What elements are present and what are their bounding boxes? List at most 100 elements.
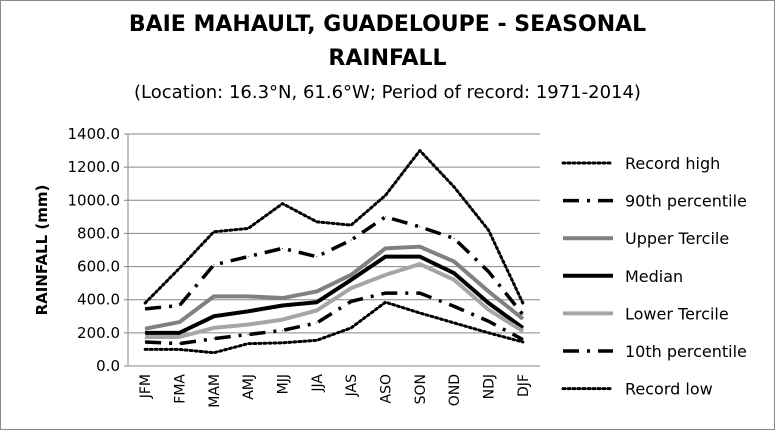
- data-point: [453, 237, 455, 239]
- x-tick-label: JJA: [310, 374, 326, 393]
- data-point: [385, 292, 386, 294]
- data-point: [144, 302, 146, 304]
- data-point: [179, 343, 180, 345]
- data-point: [419, 312, 421, 314]
- data-point: [213, 231, 215, 233]
- legend-label: Record low: [625, 380, 713, 399]
- data-point: [282, 319, 283, 321]
- chart-subtitle: (Location: 16.3°N, 61.6°W; Period of rec…: [134, 82, 641, 103]
- data-point: [247, 227, 249, 229]
- chart-title-line-2: RAINFALL: [328, 46, 447, 71]
- y-axis-label: RAINFALL (mm): [33, 185, 51, 316]
- data-point: [144, 328, 146, 330]
- data-point: [385, 256, 386, 258]
- data-point: [179, 267, 180, 269]
- y-tick-label: 1000.0: [68, 191, 121, 209]
- data-point: [282, 247, 283, 249]
- data-point: [350, 224, 352, 226]
- x-tick-label: MAM: [207, 374, 223, 408]
- x-tick-label: SON: [413, 374, 429, 404]
- data-point: [350, 327, 352, 329]
- data-point: [453, 279, 455, 281]
- data-point: [282, 342, 283, 344]
- y-tick-label: 0.0: [96, 357, 120, 375]
- series-lines: [143, 149, 525, 355]
- series-line-record-high: [143, 149, 525, 305]
- legend-label: 90th percentile: [625, 192, 747, 211]
- data-point: [179, 348, 180, 350]
- data-point: [419, 150, 421, 152]
- legend: Record high 90th percentile Upper Tercile M…: [561, 154, 747, 399]
- data-point: [179, 336, 180, 338]
- data-point: [488, 309, 489, 311]
- data-point: [419, 263, 421, 265]
- data-point: [213, 338, 215, 340]
- series-line-90th-percentile: [144, 215, 525, 316]
- data-point: [247, 324, 249, 326]
- series-line-record-low: [143, 300, 525, 355]
- legend-label: Upper Tercile: [625, 229, 729, 248]
- x-tick-label: JAS: [344, 374, 360, 397]
- data-point: [213, 315, 215, 317]
- data-point: [488, 271, 489, 273]
- data-point: [419, 256, 421, 258]
- data-point: [316, 221, 318, 223]
- data-point: [282, 329, 283, 331]
- data-point: [385, 194, 386, 196]
- data-point: [453, 322, 455, 324]
- data-point: [179, 321, 180, 323]
- data-point: [522, 318, 524, 320]
- data-point: [350, 287, 352, 289]
- data-point: [179, 332, 180, 334]
- data-point: [522, 302, 524, 304]
- data-point: [247, 343, 249, 345]
- data-point: [144, 348, 146, 350]
- data-point: [522, 341, 524, 343]
- data-point: [282, 203, 283, 205]
- legend-label: Lower Tercile: [625, 304, 729, 323]
- y-tick-label: 200.0: [77, 324, 120, 342]
- data-point: [453, 305, 455, 307]
- data-point: [453, 272, 455, 274]
- data-point: [453, 186, 455, 188]
- x-tick-label: NDJ: [482, 374, 498, 399]
- series-line-median: [145, 254, 525, 335]
- data-point: [282, 297, 283, 299]
- data-point: [316, 301, 318, 303]
- data-point: [247, 256, 249, 258]
- x-tick-label: MJJ: [276, 374, 292, 394]
- data-point: [144, 332, 146, 334]
- data-point: [419, 246, 421, 248]
- y-tick-label: 400.0: [77, 291, 120, 309]
- data-point: [488, 229, 489, 231]
- data-point: [488, 290, 489, 292]
- data-point: [144, 308, 146, 310]
- x-tick-label: OND: [447, 374, 463, 406]
- data-point: [247, 334, 249, 336]
- x-tick-label: ASO: [379, 374, 395, 403]
- data-point: [522, 338, 524, 340]
- data-point: [488, 302, 489, 304]
- data-point: [350, 300, 352, 302]
- data-point: [316, 256, 318, 258]
- data-point: [247, 295, 249, 297]
- y-tick-label: 1400.0: [68, 125, 121, 143]
- series-line-lower-tercile: [145, 262, 524, 339]
- data-point: [419, 292, 421, 294]
- data-point: [316, 290, 318, 292]
- data-point: [350, 279, 352, 281]
- y-tick-label: 800.0: [77, 224, 120, 242]
- data-point: [385, 301, 386, 303]
- data-point: [522, 327, 524, 329]
- data-point: [453, 261, 455, 263]
- data-point: [385, 247, 386, 249]
- series-line-upper-tercile: [144, 244, 525, 331]
- data-point: [488, 332, 489, 334]
- legend-label: 10th percentile: [625, 342, 747, 361]
- data-point: [144, 336, 146, 338]
- data-point: [350, 239, 352, 241]
- x-tick-label: AMJ: [241, 374, 257, 400]
- y-tick-label: 1200.0: [68, 158, 121, 176]
- data-point: [385, 216, 386, 218]
